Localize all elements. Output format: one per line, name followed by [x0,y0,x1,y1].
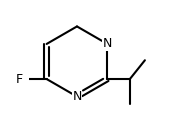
Text: N: N [72,90,82,103]
Text: N: N [103,38,112,50]
Text: F: F [15,73,23,86]
